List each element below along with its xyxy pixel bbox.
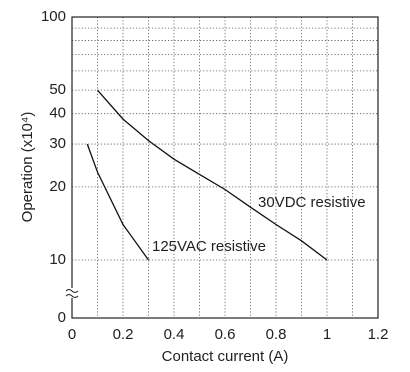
x-tick-label: 0.2 bbox=[113, 326, 134, 343]
y-tick-label: 10 bbox=[49, 251, 66, 268]
plot-frame bbox=[71, 16, 379, 319]
x-tick-label: 0.8 bbox=[266, 326, 287, 343]
x-axis-label: Contact current (A) bbox=[162, 348, 289, 365]
y-tick-label: 0 bbox=[58, 309, 66, 326]
axis-break bbox=[65, 289, 79, 298]
series-label: 125VAC resistive bbox=[152, 238, 266, 255]
y-axis-label: Operation (x10⁴) bbox=[19, 112, 36, 223]
line-series bbox=[97, 89, 328, 261]
y-tick-label: 30 bbox=[49, 135, 66, 152]
x-tick-label: 0 bbox=[68, 326, 76, 343]
x-tick-label: 0.6 bbox=[215, 326, 236, 343]
axis-break-gap bbox=[66, 288, 78, 298]
y-tick-label: 100 bbox=[41, 8, 66, 25]
y-tick-label: 20 bbox=[49, 178, 66, 195]
series-label: 30VDC resistive bbox=[258, 194, 366, 211]
x-tick-label: 1.2 bbox=[368, 326, 389, 343]
x-tick-label: 0.4 bbox=[164, 326, 185, 343]
line-series bbox=[86, 143, 150, 261]
x-tick-label: 1 bbox=[323, 326, 331, 343]
y-tick-label: 50 bbox=[49, 81, 66, 98]
y-tick-label: 40 bbox=[49, 105, 66, 122]
